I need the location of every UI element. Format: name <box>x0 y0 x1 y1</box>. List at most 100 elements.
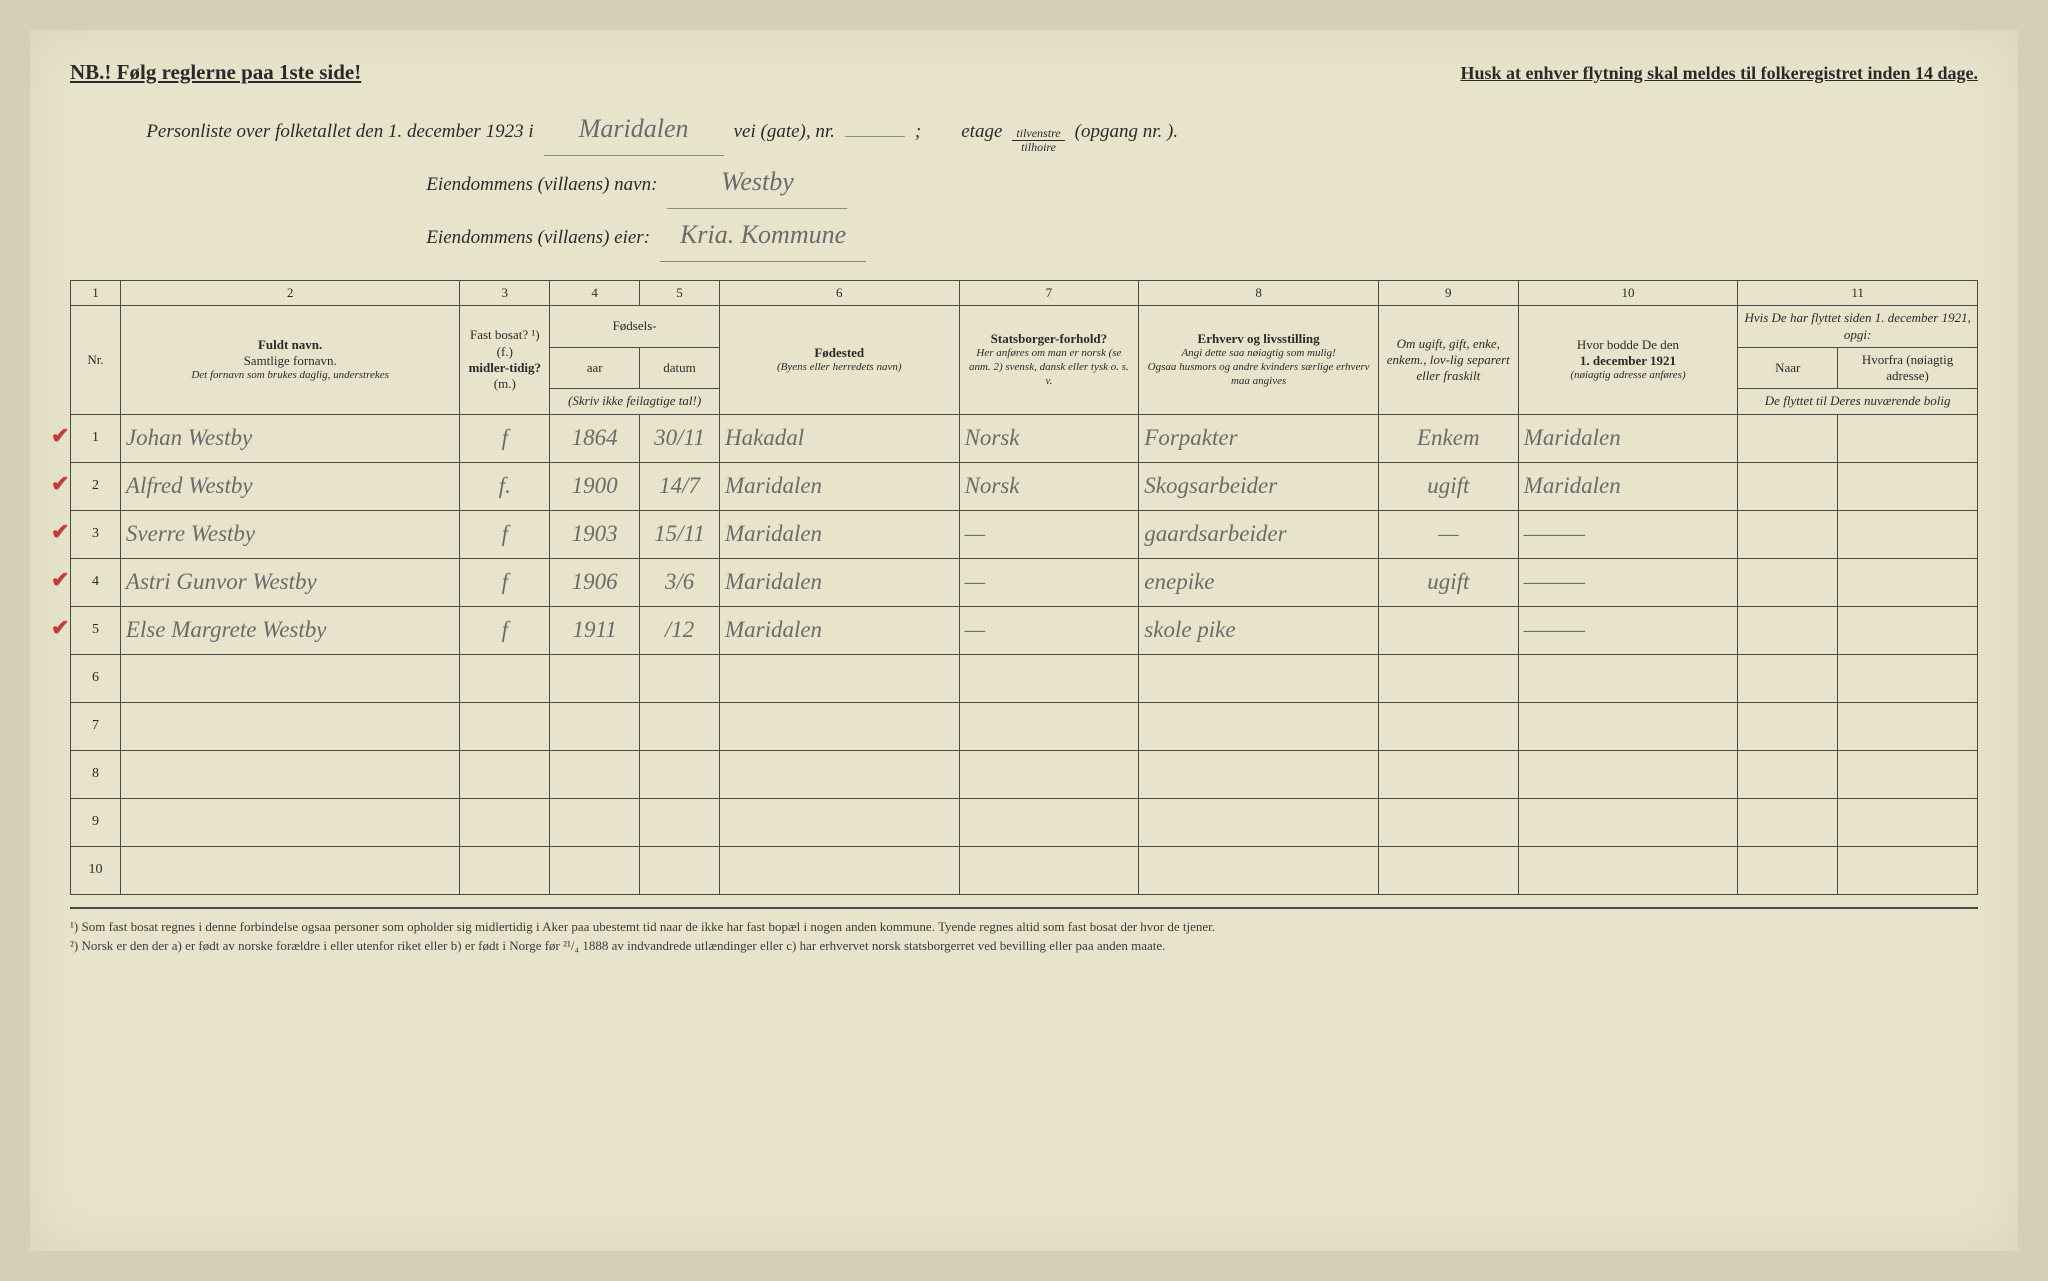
empty-cell <box>1838 750 1978 798</box>
cell-hvorfra <box>1838 558 1978 606</box>
empty-cell <box>1838 798 1978 846</box>
cell-stats: — <box>959 510 1139 558</box>
colnum: 2 <box>120 281 459 306</box>
row-number: ✔2 <box>71 462 121 510</box>
header-text: (opgang nr. ). <box>1075 113 1178 151</box>
empty-cell <box>1139 654 1379 702</box>
hdr-bodde-date: 1. december 1921 <box>1524 353 1733 369</box>
cell-erhverv: Skogsarbeider <box>1139 462 1379 510</box>
hdr-fodsel: Fødsels- <box>550 306 720 348</box>
hdr-flyttet: Hvis De har flyttet siden 1. december 19… <box>1738 306 1978 348</box>
cell-stats: — <box>959 606 1139 654</box>
check-icon: ✔ <box>51 423 69 449</box>
empty-cell <box>1139 750 1379 798</box>
empty-cell <box>1378 654 1518 702</box>
villa-owner-value: Kria. Kommune <box>660 209 866 262</box>
empty-cell <box>1518 798 1738 846</box>
hdr-name: Fuldt navn. Samtlige fornavn. Det fornav… <box>120 306 459 414</box>
header-text: Personliste over folketallet den 1. dece… <box>146 113 533 151</box>
colnum: 3 <box>460 281 550 306</box>
cell-ugift <box>1378 606 1518 654</box>
empty-cell <box>959 654 1139 702</box>
cell-aar: 1911 <box>550 606 640 654</box>
table-row-empty: 8 <box>71 750 1978 798</box>
empty-cell <box>1139 798 1379 846</box>
table-row: ✔2 Alfred Westby f. 1900 14/7 Maridalen … <box>71 462 1978 510</box>
colnum: 8 <box>1139 281 1379 306</box>
empty-cell <box>1139 846 1379 894</box>
empty-cell <box>1738 654 1838 702</box>
empty-cell <box>1378 702 1518 750</box>
empty-cell <box>1518 846 1738 894</box>
empty-cell <box>719 702 959 750</box>
hdr-stats: Statsborger-forhold? Her anføres om man … <box>959 306 1139 414</box>
cell-bodde: ——— <box>1518 510 1738 558</box>
colnum: 1 <box>71 281 121 306</box>
cell-ugift: ugift <box>1378 462 1518 510</box>
cell-naar <box>1738 606 1838 654</box>
cell-naar <box>1738 414 1838 462</box>
cell-stats: Norsk <box>959 414 1139 462</box>
hdr-ugift: Om ugift, gift, enke, enkem., lov-lig se… <box>1378 306 1518 414</box>
check-icon: ✔ <box>51 615 69 641</box>
colnum: 9 <box>1378 281 1518 306</box>
empty-cell <box>1838 654 1978 702</box>
hdr-fast-sub1: (f.) <box>465 344 544 360</box>
hdr-name-main: Fuldt navn. <box>126 337 454 353</box>
hdr-erhverv-sub2: Ogsaa husmors og andre kvinders særlige … <box>1144 361 1373 389</box>
hdr-fodsel-sub: (Skriv ikke feilagtige tal!) <box>550 389 720 414</box>
hdr-erhverv: Erhverv og livsstilling Angi dette saa n… <box>1139 306 1379 414</box>
hdr-erhverv-sub1: Angi dette saa nøiagtig som mulig! <box>1144 347 1373 361</box>
cell-datum: 3/6 <box>640 558 720 606</box>
empty-cell <box>460 750 550 798</box>
empty-cell <box>1738 846 1838 894</box>
cell-erhverv: gaardsarbeider <box>1139 510 1379 558</box>
hdr-hvorfra: Hvorfra (nøiagtig adresse) <box>1838 347 1978 389</box>
empty-cell <box>640 702 720 750</box>
empty-cell <box>959 750 1139 798</box>
table-row-empty: 7 <box>71 702 1978 750</box>
hdr-fast: Fast bosat? ¹) (f.) midler-tidig? (m.) <box>460 306 550 414</box>
cell-fodested: Maridalen <box>719 510 959 558</box>
colnum: 11 <box>1738 281 1978 306</box>
empty-cell <box>120 702 459 750</box>
table-body: ✔1 Johan Westby f 1864 30/11 Hakadal Nor… <box>71 414 1978 894</box>
census-table: 1 2 3 4 5 6 7 8 9 10 11 Nr. Fuldt navn. … <box>70 280 1978 895</box>
etage-fraction: tilvenstre tilhoire <box>1012 127 1064 154</box>
check-icon: ✔ <box>51 519 69 545</box>
cell-fodested: Hakadal <box>719 414 959 462</box>
empty-cell <box>460 846 550 894</box>
cell-hvorfra <box>1838 414 1978 462</box>
footnotes: ¹) Som fast bosat regnes i denne forbind… <box>70 907 1978 956</box>
hdr-fast-sub2: midler-tidig? <box>465 360 544 376</box>
hdr-fodested-sub: (Byens eller herredets navn) <box>725 361 954 375</box>
cell-datum: 14/7 <box>640 462 720 510</box>
empty-cell <box>1838 702 1978 750</box>
header-line-1: Personliste over folketallet den 1. dece… <box>146 103 1901 156</box>
row-number: 8 <box>71 750 121 798</box>
cell-fast: f. <box>460 462 550 510</box>
census-form-page: NB.! Følg reglerne paa 1ste side! Husk a… <box>30 30 2018 1251</box>
empty-cell <box>1378 750 1518 798</box>
check-icon: ✔ <box>51 567 69 593</box>
empty-cell <box>550 702 640 750</box>
cell-naar <box>1738 558 1838 606</box>
hdr-naar: Naar <box>1738 347 1838 389</box>
hdr-datum: datum <box>640 347 720 389</box>
cell-ugift: ugift <box>1378 558 1518 606</box>
cell-hvorfra <box>1838 510 1978 558</box>
colnum: 4 <box>550 281 640 306</box>
colnum: 6 <box>719 281 959 306</box>
header-row-main: Nr. Fuldt navn. Samtlige fornavn. Det fo… <box>71 306 1978 348</box>
row-number: 6 <box>71 654 121 702</box>
empty-cell <box>719 798 959 846</box>
cell-ugift: — <box>1378 510 1518 558</box>
empty-cell <box>460 798 550 846</box>
footnote-2: ²) Norsk er den der a) er født av norske… <box>70 936 1978 956</box>
hdr-name-sub1: Samtlige fornavn. <box>126 353 454 369</box>
cell-aar: 1864 <box>550 414 640 462</box>
table-row: ✔5 Else Margrete Westby f 1911 /12 Marid… <box>71 606 1978 654</box>
empty-cell <box>959 798 1139 846</box>
table-row-empty: 6 <box>71 654 1978 702</box>
row-number: ✔4 <box>71 558 121 606</box>
